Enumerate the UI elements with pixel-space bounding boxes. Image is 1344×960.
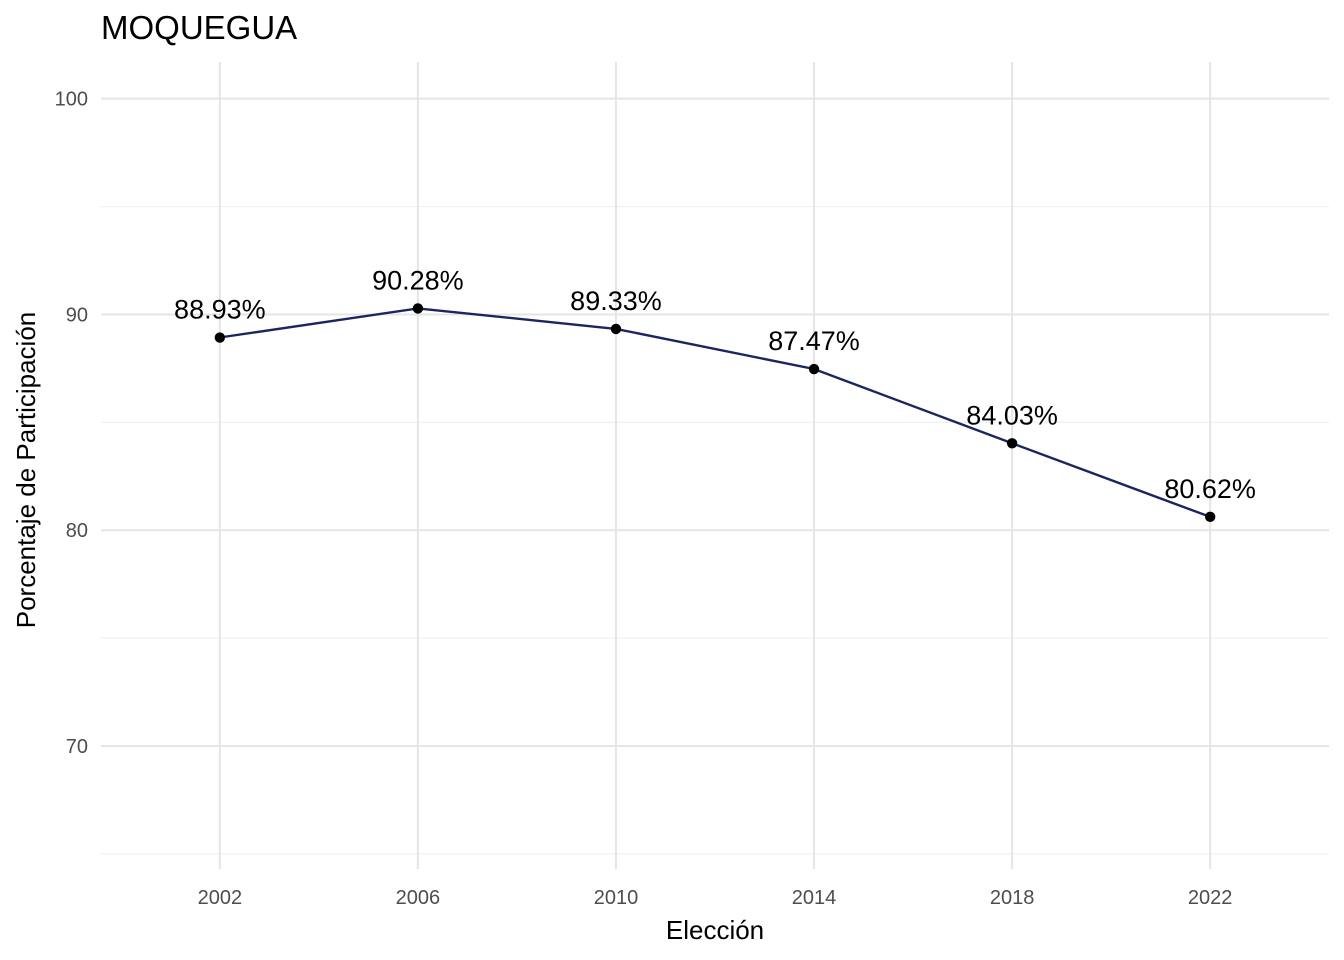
y-tick-label: 80 xyxy=(66,520,88,542)
x-axis-title: Elección xyxy=(666,915,764,945)
y-tick-label: 90 xyxy=(66,304,88,326)
data-label: 87.47% xyxy=(768,326,860,356)
data-point xyxy=(808,363,820,375)
series-group xyxy=(214,303,1216,523)
y-tick-labels: 70 80 90 100 xyxy=(55,89,88,758)
x-tick-label: 2006 xyxy=(396,887,441,909)
x-tick-labels: 2002 2006 2010 2014 2018 2022 xyxy=(198,887,1233,909)
x-tick-label: 2014 xyxy=(792,887,837,909)
x-tick-label: 2022 xyxy=(1188,887,1233,909)
data-point xyxy=(1204,511,1216,523)
x-tick-label: 2010 xyxy=(594,887,639,909)
x-tick-label: 2018 xyxy=(990,887,1035,909)
y-axis-title: Porcentaje de Participación xyxy=(11,312,41,629)
data-point xyxy=(610,323,622,335)
series-line xyxy=(219,307,1211,519)
data-label: 89.33% xyxy=(570,286,662,316)
major-gridlines xyxy=(101,62,1329,869)
x-tick-label: 2002 xyxy=(198,887,243,909)
minor-gridlines xyxy=(101,205,1329,855)
data-label: 90.28% xyxy=(372,265,464,295)
data-point xyxy=(214,332,226,343)
y-tick-label: 70 xyxy=(66,736,88,758)
data-label: 88.93% xyxy=(174,295,266,325)
data-point xyxy=(1006,438,1018,449)
data-label: 80.62% xyxy=(1164,474,1256,504)
data-labels: 88.93% 90.28% 89.33% 87.47% 84.03% 80.62% xyxy=(174,265,1256,503)
chart-title: MOQUEGUA xyxy=(101,9,297,46)
y-tick-label: 100 xyxy=(55,89,88,111)
data-point xyxy=(412,303,424,314)
data-label: 84.03% xyxy=(966,400,1058,430)
